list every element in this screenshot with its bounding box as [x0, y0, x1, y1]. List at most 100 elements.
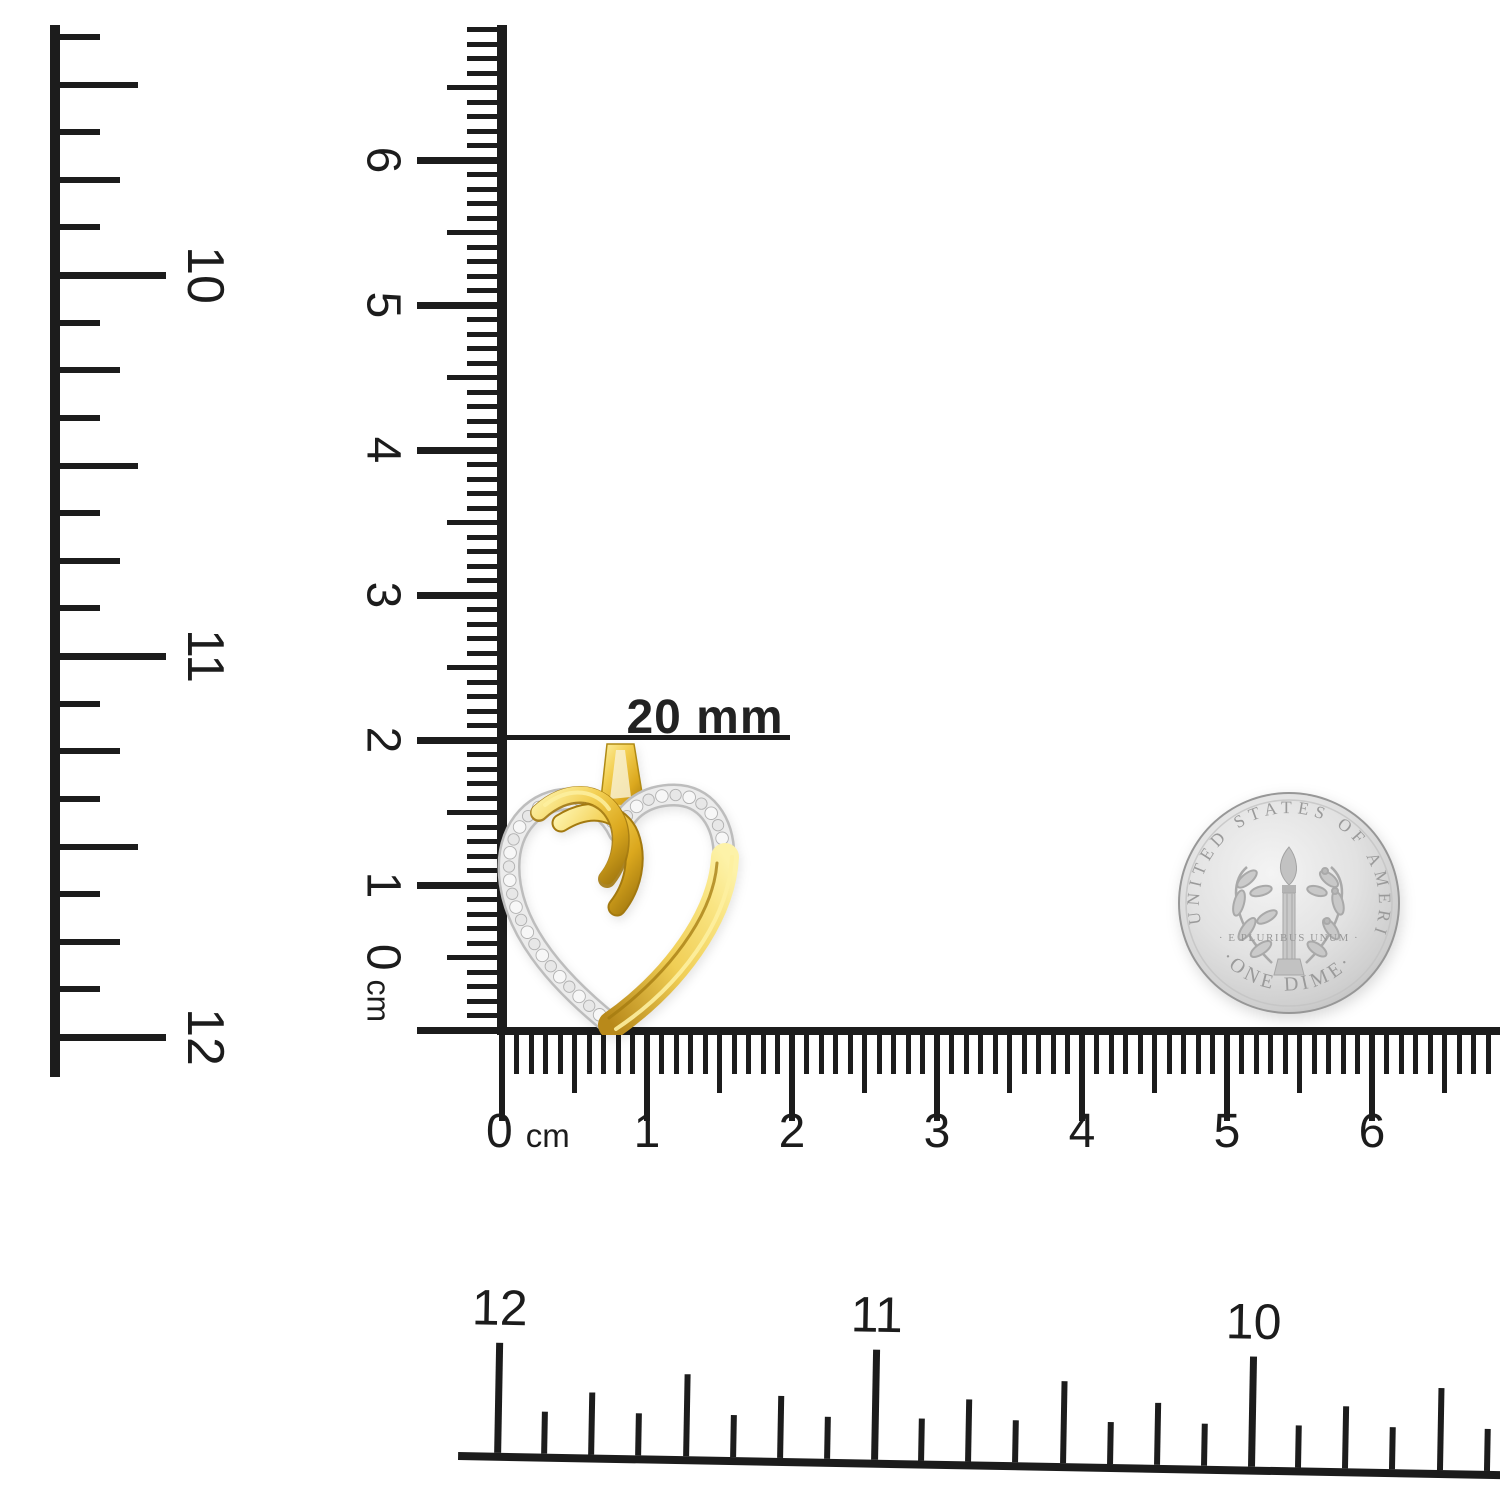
ruler-tick [1152, 1031, 1157, 1093]
ruler-tick [572, 1031, 577, 1093]
ruler-tick [1355, 1031, 1360, 1074]
ruler-tick [1326, 1031, 1331, 1074]
ruler-tick [1108, 1031, 1114, 1074]
ruler-tick [467, 389, 505, 395]
ruler-tick [417, 881, 505, 889]
ruler-tick [1210, 1031, 1215, 1074]
ruler-number: 2 [778, 1105, 806, 1158]
ruler-tick [1384, 1031, 1389, 1074]
diamond [512, 820, 527, 834]
ruler-tick [1181, 1031, 1186, 1074]
ruler-tick [58, 224, 100, 231]
diamond [514, 913, 528, 927]
ruler-tick [467, 708, 505, 714]
ruler-tick [528, 1031, 534, 1074]
coin-inner-rim [1185, 799, 1393, 1007]
ruler-tick [644, 1031, 650, 1121]
ruler-tick [635, 1413, 643, 1456]
olive-branch [1232, 866, 1278, 964]
ruler-tick [467, 824, 505, 830]
diamond [503, 845, 517, 860]
ruler-tick [467, 476, 505, 482]
ruler-tick [467, 491, 505, 496]
ruler-tick [905, 1031, 911, 1074]
ruler-tick [447, 85, 505, 90]
ruler-tick [731, 1031, 737, 1074]
ruler-tick [467, 172, 505, 177]
diamond [642, 793, 655, 806]
ruler-tick [1166, 1031, 1172, 1074]
ruler-tick [467, 549, 505, 554]
ruler-tick [499, 1031, 505, 1121]
ruler-tick [467, 128, 505, 134]
diamond [563, 980, 576, 993]
ruler-tick [673, 1031, 679, 1074]
ruler-tick [688, 1031, 693, 1074]
ruler-tick [467, 998, 505, 1004]
ruler-tick [1485, 1031, 1491, 1074]
ruler-spine [497, 1027, 1500, 1035]
ruler-tick [1094, 1031, 1099, 1074]
ruler-tick [58, 795, 100, 802]
ruler-tick [1224, 1031, 1230, 1121]
ruler-tick [1065, 1031, 1070, 1074]
diamond [682, 790, 696, 805]
ruler-tick [58, 367, 120, 374]
ruler-number: 11 [850, 1286, 904, 1344]
ruler-tick [1427, 1031, 1433, 1074]
ruler-tick [467, 563, 505, 569]
ruler-tick [467, 650, 505, 656]
ruler-tick [447, 520, 505, 525]
ruler-tick [729, 1415, 737, 1458]
ruler-tick [58, 938, 120, 945]
ruler-tick [1106, 1421, 1114, 1465]
ruler-tick [58, 843, 138, 850]
ruler-tick [467, 984, 505, 989]
ruler-tick [847, 1031, 853, 1074]
ruler-tick [58, 605, 100, 612]
ruler-tick [1253, 1031, 1259, 1074]
pendant-bail [599, 743, 645, 809]
ruler-tick [630, 1031, 635, 1074]
ruler-tick [1247, 1356, 1257, 1467]
ruler-tick [1137, 1031, 1143, 1074]
ruler-tick [447, 955, 505, 960]
ruler-tick [417, 736, 505, 744]
ruler-tick [58, 414, 100, 421]
ruler-tick [760, 1031, 766, 1074]
ruler-tick [58, 319, 100, 326]
ruler-tick [789, 1031, 795, 1121]
ruler-tick [417, 446, 505, 454]
ruler-tick [615, 1031, 621, 1074]
ruler-tick [467, 911, 505, 917]
ruler-tick [467, 679, 505, 685]
ruler-tick [467, 940, 505, 946]
dime-coin: UNITED STATES OF AMERICA ·ONE DIME· · E … [1177, 791, 1400, 1014]
ruler-tick [1239, 1031, 1244, 1074]
diamond [704, 806, 718, 820]
ruler-tick [1021, 1031, 1027, 1074]
ruler-tick [543, 1031, 548, 1074]
ruler-tick [1471, 1031, 1476, 1074]
ruler-tick [1059, 1381, 1068, 1464]
diamond [528, 937, 541, 951]
ruler-tick [586, 1031, 592, 1074]
ruler-tick [467, 752, 505, 757]
ruler-tick [467, 27, 505, 32]
dimension-label: 20 mm [626, 691, 784, 744]
ruler-tick [1436, 1388, 1444, 1471]
ruler-tick [1342, 1406, 1350, 1469]
ruler-tick [588, 1392, 596, 1455]
ruler-tick [467, 56, 505, 61]
ruler-tick [58, 510, 100, 517]
ruler-tick [557, 1031, 563, 1074]
ruler-tick [467, 766, 505, 772]
diamond [711, 819, 725, 832]
ruler-tick [1079, 1031, 1085, 1121]
ruler-tick [1456, 1031, 1462, 1074]
ruler-number: 1 [633, 1105, 661, 1158]
coin-middle-text: · E PLURIBUS UNUM · [1219, 932, 1359, 944]
ruler-tick [1195, 1031, 1201, 1074]
